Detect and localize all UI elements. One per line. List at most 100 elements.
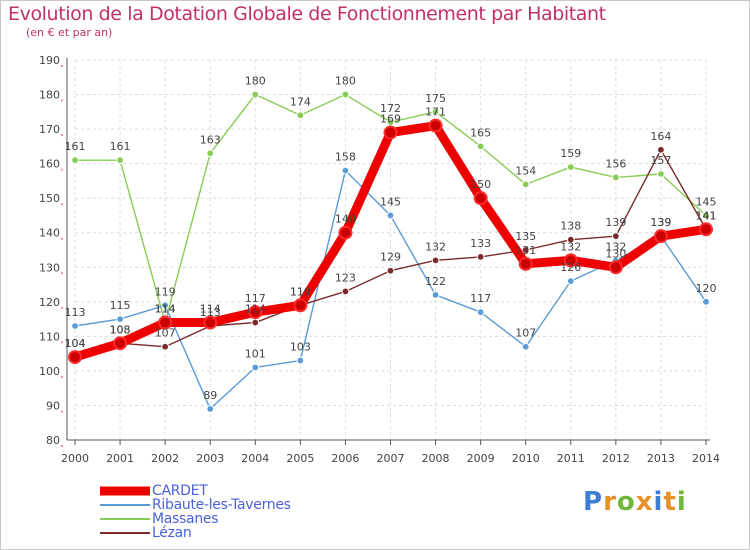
data-point-ribaute-les-tavernes-2011 (566, 277, 575, 285)
data-point-cardet-2012 (608, 260, 623, 275)
data-label-massanes-2005: 174 (290, 95, 311, 108)
logo-letter: r (603, 487, 617, 517)
data-label-ribaute-les-tavernes-2011: 126 (560, 261, 581, 274)
data-point-cardet-2011 (563, 253, 578, 268)
data-label-cardet-2001: 108 (110, 323, 131, 336)
data-label-ribaute-les-tavernes-2005: 103 (290, 341, 311, 354)
data-label-massanes-2008: 175 (425, 92, 446, 105)
y-tick-label-160: 160 (39, 158, 60, 171)
logo-letter: t (663, 487, 677, 517)
legend-item-massanes: Massanes (100, 511, 400, 527)
y-tick-label-120: 120 (39, 296, 60, 309)
data-point-ribaute-les-tavernes-2005 (296, 356, 305, 365)
proxiti-logo: Proxiti (583, 487, 687, 517)
legend-item-lezan: Lézan (100, 525, 400, 541)
x-tick-label-2003: 2003 (196, 452, 224, 465)
data-label-lezan-2003: 113 (200, 306, 221, 319)
y-tick-label-80: 80 (46, 434, 60, 447)
legend-item-cardet: CARDET (100, 483, 400, 499)
data-point-massanes-2014 (702, 211, 710, 220)
data-point-lezan-2004 (251, 318, 260, 327)
data-label-ribaute-les-tavernes-2012: 132 (605, 240, 626, 253)
data-point-massanes-2008 (431, 107, 440, 116)
logo-letter: P (583, 487, 604, 517)
data-label-lezan-2013: 164 (650, 130, 671, 143)
y-tick-label-170: 170 (39, 123, 60, 136)
legend-swatch-ribaute (100, 504, 150, 506)
y-tick-label-110: 110 (39, 330, 60, 343)
data-label-ribaute-les-tavernes-2002: 119 (155, 285, 176, 298)
data-label-massanes-2014: 145 (696, 195, 717, 208)
data-label-lezan-2007: 129 (380, 251, 401, 264)
data-point-cardet-2003 (203, 315, 218, 330)
data-label-massanes-2001: 161 (110, 140, 131, 153)
data-label-lezan-2004: 114 (245, 303, 266, 316)
legend-swatch-cardet (100, 486, 150, 496)
legend-label-cardet: CARDET (152, 483, 208, 499)
data-point-cardet-2007 (383, 125, 398, 140)
data-point-ribaute-les-tavernes-2001 (116, 315, 124, 323)
data-point-massanes-2009 (476, 142, 485, 151)
y-tick-label-130: 130 (39, 261, 60, 274)
data-label-lezan-2011: 138 (560, 220, 581, 233)
logo-letter: x (635, 487, 654, 517)
chart-title: Evolution de la Dotation Globale de Fonc… (8, 3, 606, 25)
data-label-cardet-2014: 141 (696, 209, 717, 222)
data-point-cardet-2014 (699, 222, 713, 237)
data-label-ribaute-les-tavernes-2008: 122 (425, 275, 446, 288)
legend-label-massanes: Massanes (152, 511, 219, 527)
data-label-massanes-2000: 161 (65, 140, 86, 153)
data-point-lezan-2011 (566, 235, 575, 244)
data-label-lezan-2012: 139 (605, 216, 626, 229)
data-point-cardet-2008 (428, 118, 443, 133)
data-label-massanes-2002: 114 (155, 303, 176, 316)
data-point-cardet-2000 (68, 350, 82, 365)
data-point-lezan-2007 (386, 266, 395, 275)
y-tick-label-190: 190 (39, 54, 60, 67)
data-point-lezan-2013 (657, 145, 665, 154)
data-point-ribaute-les-tavernes-2008 (431, 291, 440, 299)
data-point-ribaute-les-tavernes-2003 (206, 405, 215, 413)
x-tick-label-2014: 2014 (692, 452, 720, 465)
data-label-cardet-2007: 169 (380, 113, 401, 126)
x-tick-label-2006: 2006 (331, 452, 359, 465)
data-label-ribaute-les-tavernes-2009: 117 (470, 292, 491, 305)
y-tick-label-150: 150 (39, 192, 60, 205)
data-point-cardet-2010 (518, 256, 533, 271)
data-label-cardet-2000: 104 (65, 337, 86, 350)
data-label-massanes-2007: 172 (380, 102, 401, 115)
data-label-lezan-2005: 119 (290, 285, 311, 298)
data-label-lezan-2014: 141 (696, 209, 717, 222)
data-point-ribaute-les-tavernes-2002 (161, 301, 170, 310)
data-point-ribaute-les-tavernes-2006 (341, 166, 350, 175)
data-label-ribaute-les-tavernes-2001: 115 (110, 299, 131, 312)
data-label-cardet-2006: 140 (335, 213, 356, 226)
data-point-massanes-2005 (296, 111, 305, 120)
y-tick-label-140: 140 (39, 227, 60, 240)
x-tick-labels: 2000 2001 2002 2003 2004 2005 2006 2007 2008 2009… (61, 452, 720, 465)
data-label-massanes-2004: 180 (245, 75, 266, 88)
series-group (68, 90, 713, 413)
data-point-lezan-2002 (161, 342, 170, 351)
data-point-massanes-2011 (566, 163, 575, 171)
data-point-cardet-2001 (113, 336, 128, 351)
y-tick-label-100: 100 (39, 365, 60, 378)
data-point-lezan-2012 (611, 232, 620, 241)
data-point-ribaute-les-tavernes-2014 (702, 297, 710, 306)
data-label-cardet-2013: 139 (650, 216, 671, 229)
data-label-lezan-2002: 107 (155, 327, 176, 340)
x-tick-label-2011: 2011 (557, 452, 585, 465)
data-label-massanes-2003: 163 (200, 133, 221, 146)
data-label-cardet-2011: 132 (560, 240, 581, 253)
y-tick-label-180: 180 (39, 89, 60, 102)
x-tick-label-2010: 2010 (512, 452, 540, 465)
data-label-lezan-2000: 104 (65, 337, 86, 350)
x-tick-label-2005: 2005 (286, 452, 314, 465)
chart-subtitle: (en € et par an) (26, 26, 113, 39)
x-tick-label-2000: 2000 (61, 452, 89, 465)
data-point-lezan-2006 (341, 287, 350, 296)
x-tick-label-2013: 2013 (647, 452, 675, 465)
data-point-cardet-2005 (293, 298, 308, 313)
data-point-cardet-2009 (473, 191, 488, 206)
